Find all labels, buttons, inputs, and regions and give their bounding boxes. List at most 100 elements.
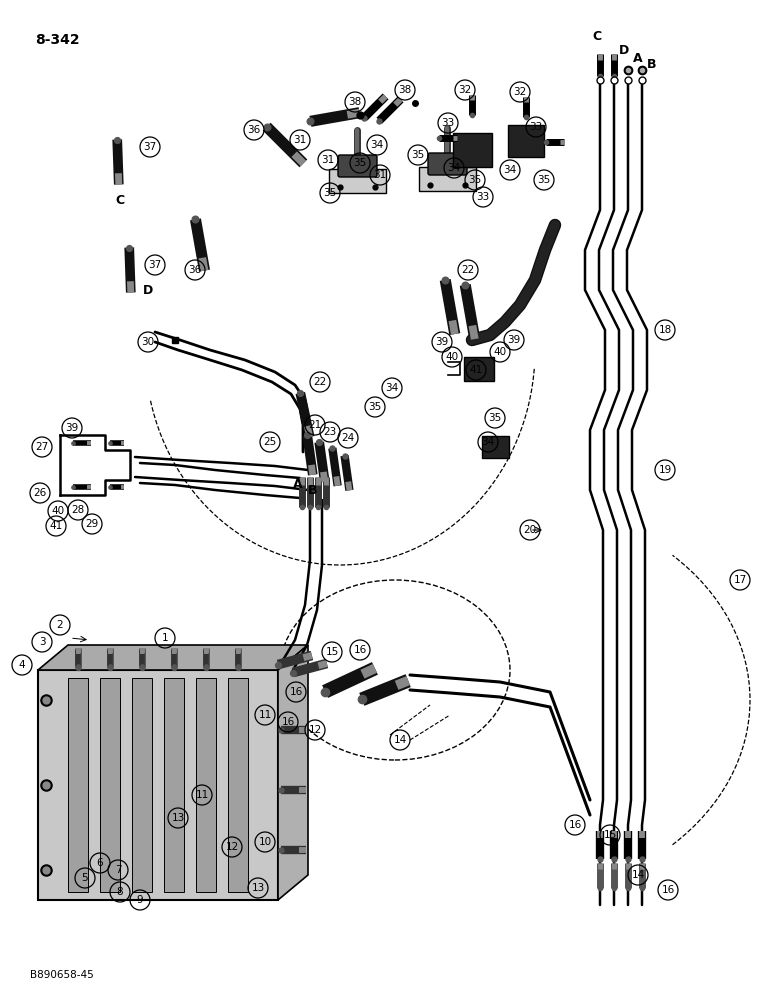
Text: 33: 33 <box>442 118 455 128</box>
Text: A: A <box>633 51 643 64</box>
Text: 17: 17 <box>733 575 747 585</box>
Text: 40: 40 <box>493 347 506 357</box>
Text: 8: 8 <box>117 887 124 897</box>
Text: 38: 38 <box>348 97 361 107</box>
Text: 40: 40 <box>52 506 65 516</box>
Text: 12: 12 <box>308 725 322 735</box>
Text: 34: 34 <box>482 437 495 447</box>
Text: B: B <box>647 57 657 70</box>
FancyBboxPatch shape <box>100 678 120 892</box>
Text: 39: 39 <box>66 423 79 433</box>
Text: 39: 39 <box>435 337 449 347</box>
Text: 1: 1 <box>161 633 168 643</box>
Text: 11: 11 <box>259 710 272 720</box>
Polygon shape <box>38 645 308 670</box>
Text: 29: 29 <box>86 519 99 529</box>
Text: 34: 34 <box>371 140 384 150</box>
FancyBboxPatch shape <box>164 678 184 892</box>
FancyBboxPatch shape <box>68 678 88 892</box>
Text: C: C <box>116 194 124 207</box>
Text: 21: 21 <box>308 420 322 430</box>
FancyBboxPatch shape <box>464 357 494 381</box>
Text: 2: 2 <box>56 620 63 630</box>
Text: 9: 9 <box>137 895 144 905</box>
Text: 16: 16 <box>662 885 675 895</box>
Text: C: C <box>592 30 601 43</box>
Text: 28: 28 <box>71 505 85 515</box>
Text: 16: 16 <box>354 645 367 655</box>
Text: 11: 11 <box>195 790 208 800</box>
Text: 16: 16 <box>568 820 581 830</box>
Text: D: D <box>619 43 629 56</box>
FancyBboxPatch shape <box>508 125 544 157</box>
Text: 39: 39 <box>507 335 520 345</box>
Text: 31: 31 <box>374 170 387 180</box>
FancyBboxPatch shape <box>482 436 509 458</box>
Text: 35: 35 <box>469 175 482 185</box>
Text: 22: 22 <box>313 377 327 387</box>
Text: 34: 34 <box>385 383 398 393</box>
Text: 23: 23 <box>323 427 337 437</box>
Text: 35: 35 <box>489 413 502 423</box>
Text: 34: 34 <box>448 163 461 173</box>
Text: 14: 14 <box>394 735 407 745</box>
Text: 19: 19 <box>659 465 672 475</box>
Text: 24: 24 <box>341 433 354 443</box>
Text: 16: 16 <box>290 687 303 697</box>
Text: 40: 40 <box>445 352 459 362</box>
Text: 22: 22 <box>462 265 475 275</box>
Text: 31: 31 <box>293 135 306 145</box>
Text: 32: 32 <box>513 87 527 97</box>
Text: 10: 10 <box>259 837 272 847</box>
Text: 33: 33 <box>476 192 489 202</box>
Text: 15: 15 <box>604 830 617 840</box>
FancyBboxPatch shape <box>453 133 492 167</box>
Text: 35: 35 <box>323 188 337 198</box>
Text: 3: 3 <box>39 637 46 647</box>
Text: 41: 41 <box>469 365 482 375</box>
Text: B890658-45: B890658-45 <box>30 970 93 980</box>
Text: 35: 35 <box>354 158 367 168</box>
Text: 33: 33 <box>530 122 543 132</box>
Text: 37: 37 <box>148 260 161 270</box>
FancyBboxPatch shape <box>419 167 476 191</box>
Text: 30: 30 <box>141 337 154 347</box>
Text: 26: 26 <box>33 488 46 498</box>
FancyBboxPatch shape <box>329 169 386 193</box>
Text: 37: 37 <box>144 142 157 152</box>
Text: 36: 36 <box>188 265 201 275</box>
Text: 12: 12 <box>225 842 239 852</box>
Text: 27: 27 <box>36 442 49 452</box>
Text: 4: 4 <box>19 660 25 670</box>
Text: 35: 35 <box>411 150 425 160</box>
Text: 38: 38 <box>398 85 411 95</box>
FancyBboxPatch shape <box>38 670 278 900</box>
Text: 16: 16 <box>281 717 295 727</box>
Text: 32: 32 <box>459 85 472 95</box>
Text: 7: 7 <box>115 865 121 875</box>
Text: 35: 35 <box>537 175 550 185</box>
Text: A: A <box>293 478 303 490</box>
Text: 15: 15 <box>325 647 339 657</box>
Text: 14: 14 <box>631 870 645 880</box>
FancyBboxPatch shape <box>132 678 152 892</box>
Text: 36: 36 <box>247 125 261 135</box>
Text: 8-342: 8-342 <box>35 33 80 47</box>
Text: 20: 20 <box>523 525 537 535</box>
Text: 13: 13 <box>171 813 185 823</box>
Text: 6: 6 <box>96 858 103 868</box>
Text: 25: 25 <box>263 437 276 447</box>
FancyBboxPatch shape <box>228 678 248 892</box>
Text: 18: 18 <box>659 325 672 335</box>
Text: 13: 13 <box>252 883 265 893</box>
FancyBboxPatch shape <box>428 153 467 175</box>
FancyBboxPatch shape <box>338 155 377 177</box>
Text: B: B <box>308 485 318 497</box>
Text: 31: 31 <box>321 155 334 165</box>
Polygon shape <box>278 645 308 900</box>
Text: D: D <box>143 284 153 296</box>
Text: 5: 5 <box>82 873 88 883</box>
Text: 41: 41 <box>49 521 63 531</box>
Text: 34: 34 <box>503 165 516 175</box>
Text: 35: 35 <box>368 402 381 412</box>
